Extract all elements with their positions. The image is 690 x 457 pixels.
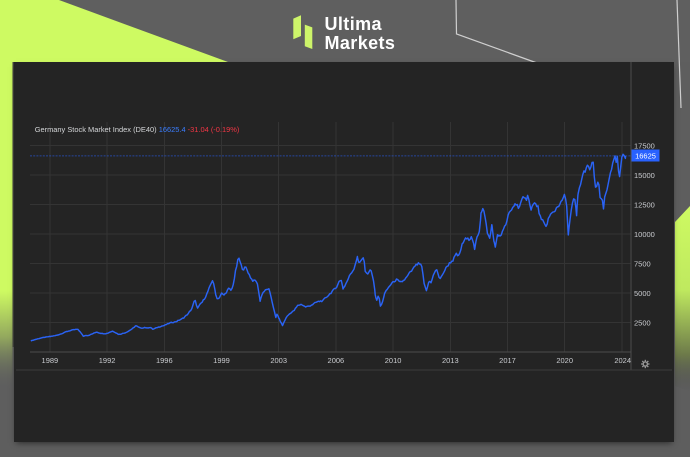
svg-text:5000: 5000 [634,289,651,298]
svg-text:Germany Stock Market Index (DE: Germany Stock Market Index (DE40) 16625.… [35,125,240,134]
svg-text:16625: 16625 [635,152,656,161]
svg-text:2024: 2024 [614,356,631,365]
svg-text:7500: 7500 [634,259,651,268]
svg-text:15000: 15000 [634,171,655,180]
svg-text:1999: 1999 [213,356,230,365]
svg-text:2003: 2003 [270,356,287,365]
svg-text:2017: 2017 [499,356,516,365]
svg-text:2020: 2020 [556,356,573,365]
svg-text:10000: 10000 [634,230,655,239]
svg-text:1989: 1989 [42,356,59,365]
svg-text:2010: 2010 [385,356,402,365]
svg-text:1996: 1996 [156,356,173,365]
svg-text:17500: 17500 [634,141,655,150]
svg-text:1992: 1992 [99,356,116,365]
svg-text:2006: 2006 [328,356,345,365]
svg-text:12500: 12500 [634,200,655,209]
svg-text:2500: 2500 [634,318,651,327]
svg-text:2013: 2013 [442,356,459,365]
